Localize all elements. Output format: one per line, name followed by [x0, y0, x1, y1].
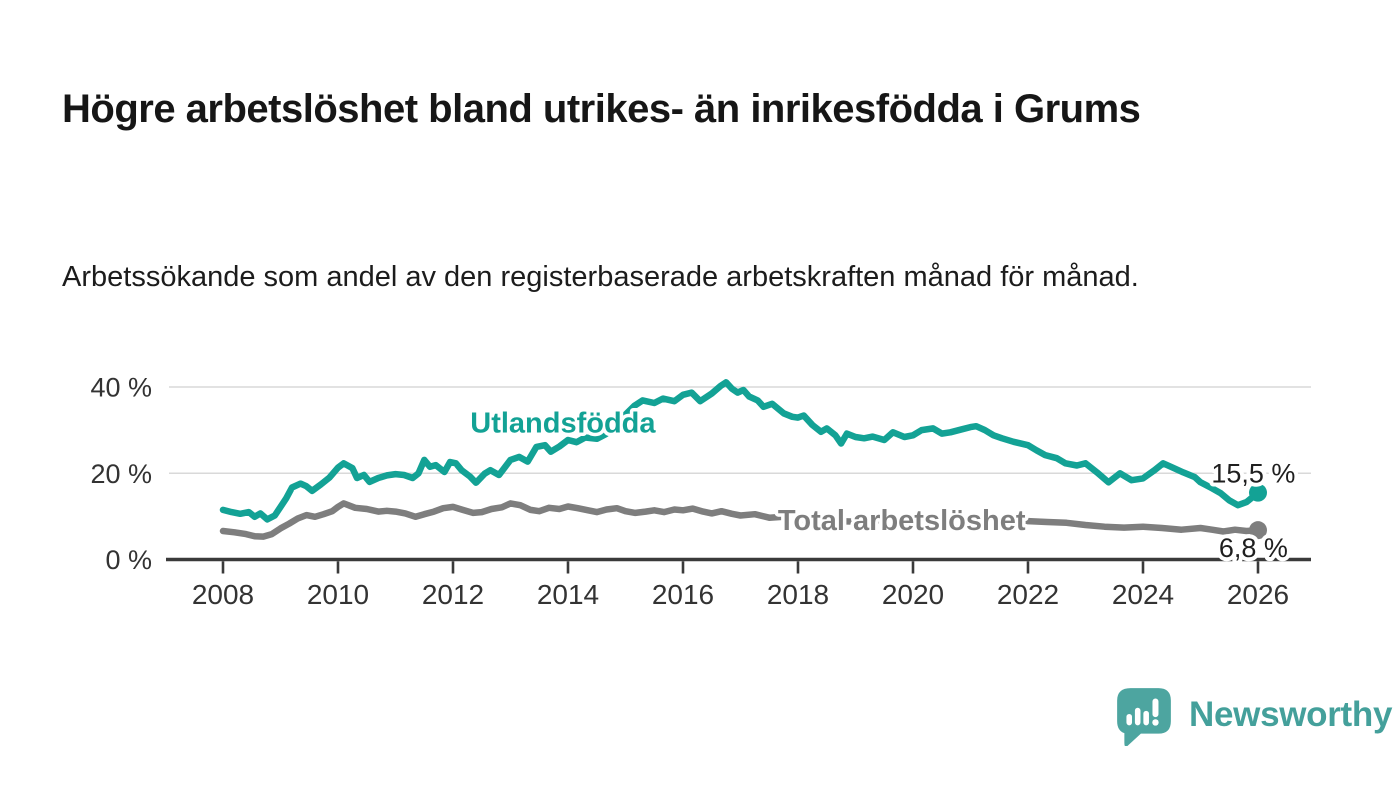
unemployment-line-chart: 0 % 20 % 40 % 2008 2010 2012 2014 2016 2018 2020 2…	[90, 373, 1311, 610]
x-tick-label-2018: 2018	[767, 579, 829, 610]
series-label-utlandsf-dda: Utlandsfödda	[470, 407, 656, 439]
x-tick-label-2020: 2020	[882, 579, 944, 610]
page-title: Högre arbetslöshet bland utrikes- än inr…	[62, 86, 1141, 131]
series-line-total-arbetsl-shet	[219, 500, 1262, 540]
x-tick-label-2008: 2008	[192, 579, 254, 610]
x-tick-label-2012: 2012	[422, 579, 484, 610]
chart-subtitle: Arbetssökande som andel av den registerb…	[62, 261, 1139, 293]
y-tick-label-0: 0 %	[105, 545, 152, 575]
series-line-utlandsf-dda	[219, 379, 1262, 523]
x-tick-label-2010: 2010	[307, 579, 369, 610]
x-tick-label-2016: 2016	[652, 579, 714, 610]
x-tick-label-2026: 2026	[1227, 579, 1289, 610]
series-label-total-arbetsl-shet: Total arbetslöshet	[778, 505, 1026, 537]
newsworthy-icon	[1117, 688, 1171, 746]
newsworthy-wordmark: Newsworthy	[1189, 695, 1393, 734]
end-value-label-total-arbetsl-shet: 6,8 %	[1219, 533, 1288, 563]
x-tick-label-2024: 2024	[1112, 579, 1174, 610]
x-tick-label-2014: 2014	[537, 579, 599, 610]
x-tick-label-2022: 2022	[997, 579, 1059, 610]
series-end-dot-utlandsf-dda	[1249, 483, 1267, 502]
y-tick-label-20: 20 %	[90, 459, 152, 489]
y-tick-label-40: 40 %	[90, 373, 152, 403]
series-end-dot-total-arbetsl-shet	[1249, 521, 1267, 540]
newsworthy-logo: Newsworthy	[1113, 682, 1392, 748]
end-value-label-utlandsf-dda: 15,5 %	[1211, 459, 1295, 489]
